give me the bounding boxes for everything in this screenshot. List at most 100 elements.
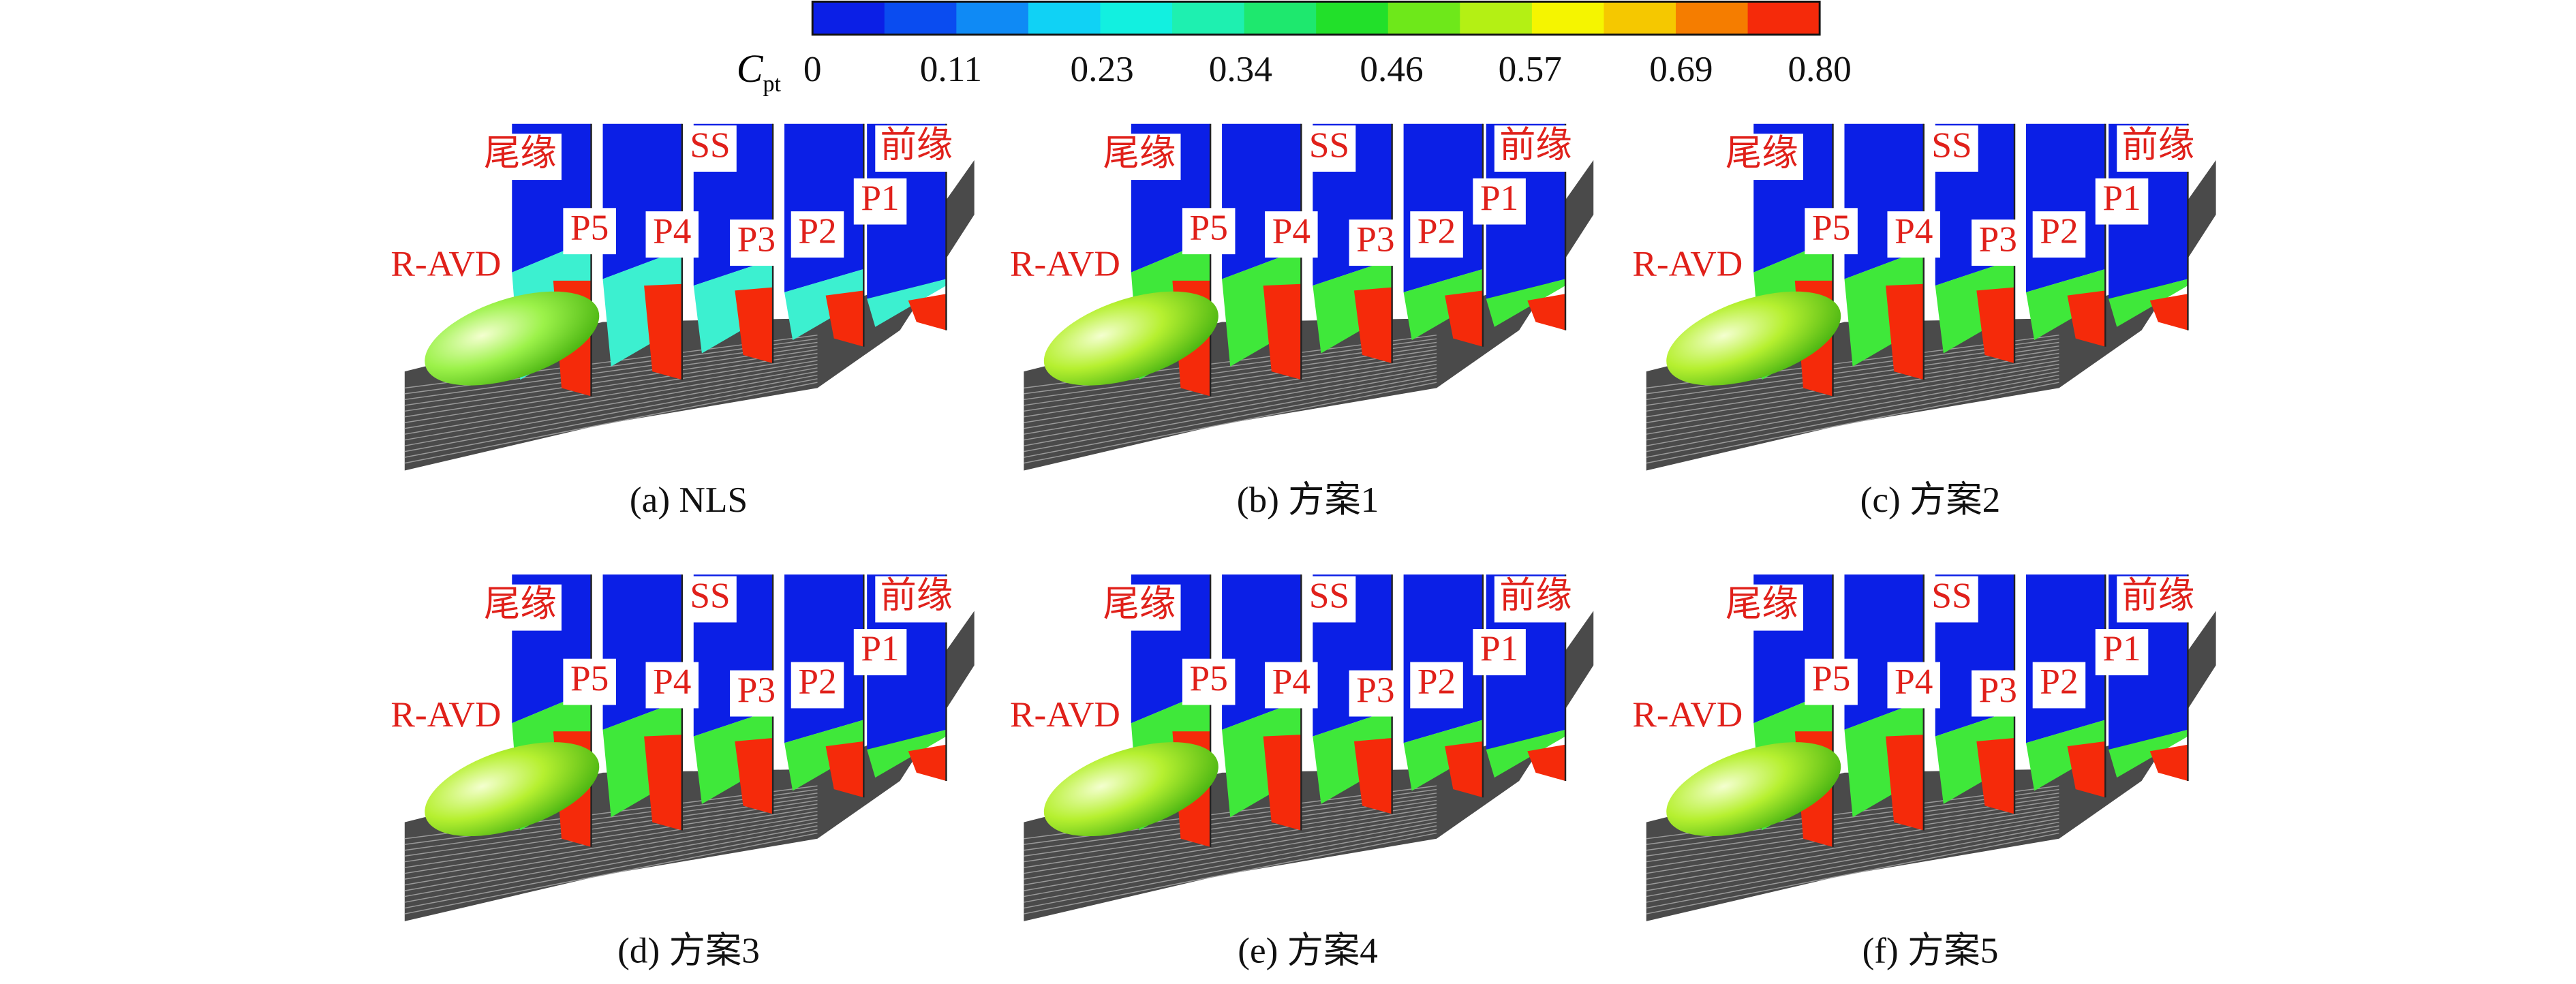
surface-streak: [1024, 352, 1437, 418]
label-background: [1887, 662, 1941, 709]
surface-streak: [404, 349, 818, 412]
panel-label: P4: [653, 211, 691, 251]
colorbar-segment: [1531, 1, 1605, 35]
panel-label: R-AVD: [1010, 694, 1120, 735]
surface-streak: [1646, 378, 2059, 458]
label-background: [875, 576, 958, 623]
surface-streak: [1024, 803, 1437, 868]
panel-label: R-AVD: [1632, 244, 1743, 284]
surface-streak: [1646, 382, 2059, 464]
colorbar-tick-label: 0.80: [1788, 49, 1852, 89]
surface-streak: [404, 356, 818, 423]
panel-label: P5: [1812, 207, 1850, 247]
plane-blue: [2026, 574, 2106, 743]
surface-streak: [404, 367, 818, 441]
label-background: [1629, 244, 1747, 291]
colorbar-tick-label: 0.69: [1649, 49, 1713, 89]
panel-label: 前缘: [880, 576, 953, 616]
colorbar-segment: [812, 1, 885, 35]
colorbar-segment: [1100, 1, 1173, 35]
hub-surface: [1646, 160, 2216, 471]
label-background: [1972, 219, 2025, 266]
label-background: [1925, 125, 1978, 172]
plane-loss-core: [1263, 283, 1302, 380]
surface-streak: [1024, 360, 1437, 429]
hub-surface: [404, 160, 975, 471]
plane-vortex: [2026, 720, 2106, 791]
colorbar-tick-label: 0: [803, 49, 822, 89]
plane-vortex: [2026, 268, 2106, 341]
panel-label: P2: [1417, 662, 1456, 702]
surface-streak: [404, 818, 818, 891]
plane-loss-core: [735, 287, 773, 364]
surface-streak: [1646, 799, 2059, 863]
surface-streak: [404, 363, 818, 435]
panel-caption: (f) 方案5: [1862, 931, 1999, 971]
panel-label: P5: [1190, 207, 1228, 247]
plane-vortex: [1222, 249, 1302, 367]
panel-label: P3: [1356, 219, 1394, 259]
surface-streak: [404, 821, 818, 897]
label-background: [1302, 125, 1356, 172]
plane-loss-core: [1886, 283, 1924, 380]
surface-streak: [1024, 814, 1437, 886]
label-background: [387, 695, 505, 741]
panel-label: SS: [1309, 576, 1349, 616]
panel: 尾缘 SS 前缘 P5 P4 P3 P2 P1 R-AVD (a) NLS: [387, 123, 975, 520]
plane-loss-core: [1976, 738, 2015, 814]
surface-streak: [404, 378, 818, 458]
panel: 尾缘 SS 前缘 P5 P4 P3 P2 P1 R-AVD (d) 方案3: [387, 574, 975, 971]
surface-streak: [404, 814, 818, 886]
hub-surface: [1024, 160, 1594, 471]
panel-label: SS: [690, 125, 730, 165]
panel-label: R-AVD: [390, 694, 501, 735]
plane-vortex: [1403, 720, 1483, 791]
label-background: [2095, 178, 2149, 225]
panel-caption: (b) 方案1: [1237, 480, 1379, 520]
plane-loss-core: [1353, 287, 1392, 364]
plane-loss-core: [825, 741, 864, 798]
panel-label: P3: [1979, 670, 2017, 710]
panel-label: P2: [798, 211, 836, 251]
panel-label: 尾缘: [1726, 133, 1798, 173]
panel-label: 尾缘: [1103, 133, 1176, 173]
plane-vortex: [1313, 709, 1392, 804]
plane-loss-core: [2067, 290, 2106, 347]
colorbar-segment: [884, 1, 957, 35]
panel-label: P3: [737, 219, 776, 259]
panel: 尾缘 SS 前缘 P5 P4 P3 P2 P1 R-AVD (b) 方案1: [1006, 123, 1594, 520]
surface-streak: [1646, 818, 2059, 891]
colorbar-segment: [956, 1, 1029, 35]
panel-label: P4: [1272, 211, 1310, 251]
panel-label: P4: [1272, 662, 1310, 702]
vortex-body: [1043, 742, 1218, 837]
colorbar-segment: [1316, 1, 1389, 35]
label-background: [563, 208, 616, 255]
label-background: [684, 576, 737, 623]
panel: 尾缘 SS 前缘 P5 P4 P3 P2 P1 R-AVD (f) 方案5: [1629, 574, 2216, 971]
colorbar-segment: [1747, 1, 1820, 35]
label-background: [1720, 584, 1803, 631]
surface-streak: [404, 374, 818, 452]
label-background: [791, 211, 844, 258]
panel-label: 前缘: [2122, 576, 2195, 616]
panel-label: P2: [798, 662, 836, 702]
label-background: [2032, 662, 2086, 709]
vortex-body: [1666, 291, 1841, 386]
surface-streak: [1646, 829, 2059, 909]
surface-streak: [1024, 367, 1437, 441]
plane-loss-core: [644, 735, 682, 831]
panel-label: 前缘: [1499, 576, 1572, 616]
panel-label: P5: [570, 658, 609, 698]
surface-streak: [1024, 363, 1437, 435]
panel-label: P3: [1979, 219, 2017, 259]
plane-vortex: [2109, 729, 2188, 778]
hub-surface: [1024, 611, 1594, 921]
label-background: [1925, 576, 1978, 623]
surface-streak: [1024, 832, 1437, 914]
surface-streak: [1646, 832, 2059, 914]
panel-label: P1: [2102, 178, 2141, 218]
plane-blue: [784, 123, 864, 292]
